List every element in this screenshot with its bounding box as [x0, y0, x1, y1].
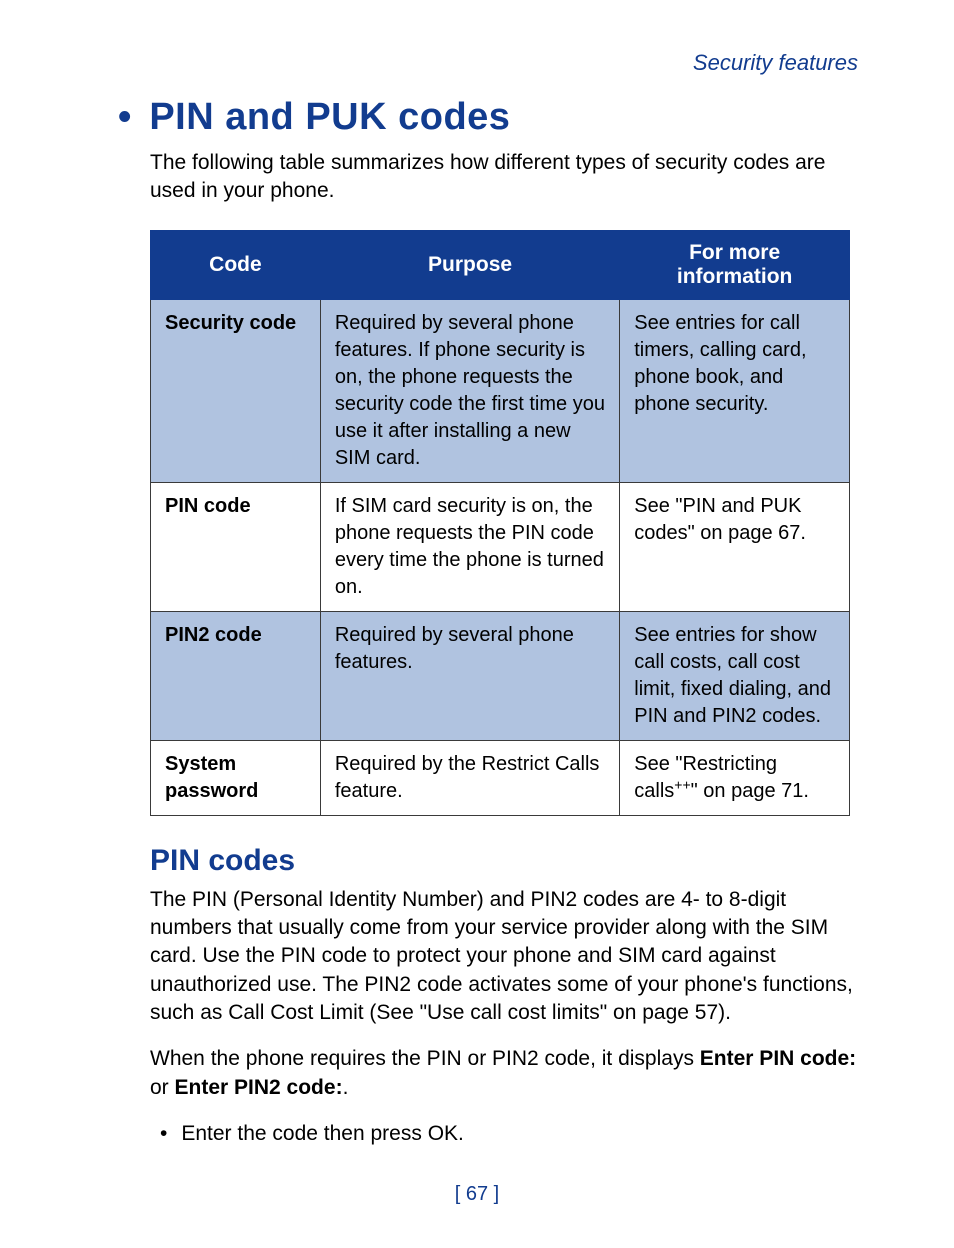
- table-header: For more information: [620, 230, 850, 299]
- table-row: PIN code If SIM card security is on, the…: [151, 482, 850, 611]
- title-bullet-icon: •: [118, 98, 131, 136]
- table-header: Purpose: [320, 230, 619, 299]
- bold-text: OK: [428, 1122, 458, 1145]
- subheading: PIN codes: [150, 844, 864, 878]
- section-title: PIN and PUK codes: [149, 96, 510, 139]
- intro-paragraph: The following table summarizes how diffe…: [150, 149, 864, 206]
- table-cell-code: Security code: [151, 299, 321, 482]
- page-number: [ 67 ]: [0, 1183, 954, 1206]
- body-text: .: [343, 1076, 349, 1099]
- body-text: or: [150, 1076, 175, 1099]
- table-cell-info: See entries for show call costs, call co…: [620, 611, 850, 740]
- bold-text: Enter PIN2 code:: [175, 1076, 343, 1099]
- bold-text: Enter PIN code:: [700, 1047, 856, 1070]
- security-codes-table: Code Purpose For more information Securi…: [150, 230, 850, 816]
- bullet-list-item: • Enter the code then press OK.: [150, 1120, 864, 1148]
- table-cell-purpose: Required by several phone features. If p…: [320, 299, 619, 482]
- table-row: Security code Required by several phone …: [151, 299, 850, 482]
- table-cell-purpose: Required by several phone features.: [320, 611, 619, 740]
- body-text: .: [458, 1122, 464, 1145]
- table-cell-code: PIN code: [151, 482, 321, 611]
- table-header: Code: [151, 230, 321, 299]
- running-header: Security features: [90, 50, 864, 76]
- table-row: System password Required by the Restrict…: [151, 740, 850, 815]
- body-text: Enter the code then press: [181, 1122, 427, 1145]
- table-cell-info: See entries for call timers, calling car…: [620, 299, 850, 482]
- document-page: Security features • PIN and PUK codes Th…: [0, 0, 954, 1248]
- table-cell-code: PIN2 code: [151, 611, 321, 740]
- body-text: When the phone requires the PIN or PIN2 …: [150, 1047, 700, 1070]
- table-cell-info: See "PIN and PUK codes" on page 67.: [620, 482, 850, 611]
- table-row: PIN2 code Required by several phone feat…: [151, 611, 850, 740]
- superscript: ++: [674, 776, 690, 792]
- table-cell-code: System password: [151, 740, 321, 815]
- body-paragraph: When the phone requires the PIN or PIN2 …: [150, 1045, 864, 1102]
- bullet-icon: •: [160, 1120, 167, 1148]
- table-header-row: Code Purpose For more information: [151, 230, 850, 299]
- table-cell-purpose: If SIM card security is on, the phone re…: [320, 482, 619, 611]
- section-title-row: • PIN and PUK codes: [90, 96, 864, 139]
- table-cell-info: See "Restricting calls++" on page 71.: [620, 740, 850, 815]
- table-cell-purpose: Required by the Restrict Calls feature.: [320, 740, 619, 815]
- body-paragraph: The PIN (Personal Identity Number) and P…: [150, 886, 864, 1028]
- table-cell-text: " on page 71.: [691, 780, 809, 802]
- bullet-text: Enter the code then press OK.: [181, 1120, 464, 1148]
